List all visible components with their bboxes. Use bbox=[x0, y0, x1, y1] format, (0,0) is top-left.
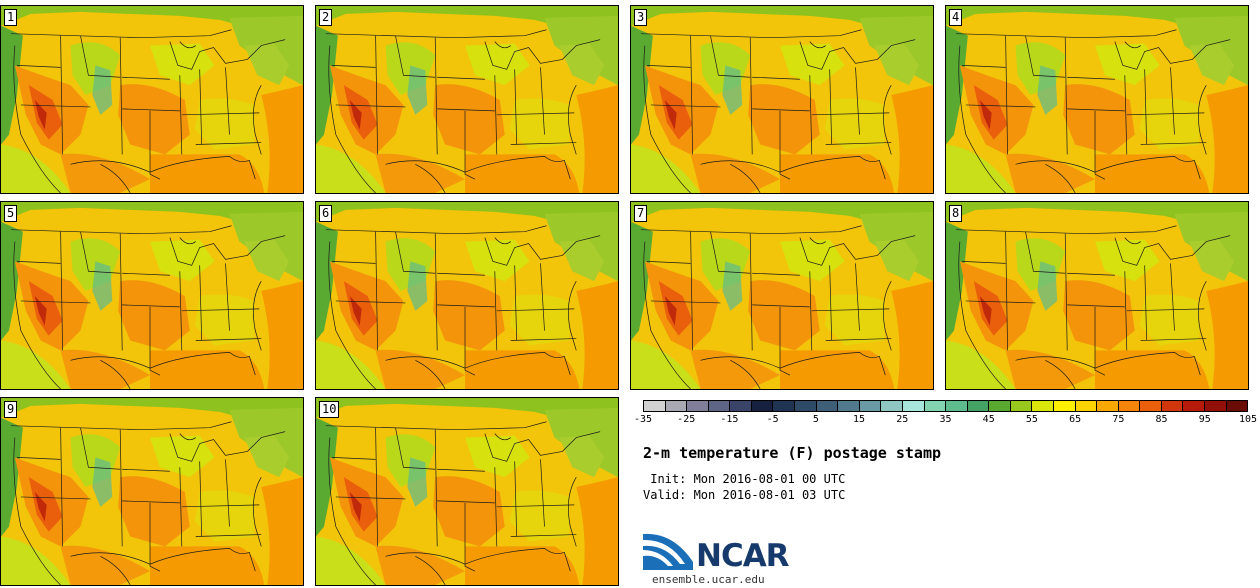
postage-stamp-panel[interactable]: 6 bbox=[315, 201, 619, 390]
colorbar-swatch bbox=[687, 401, 709, 411]
postage-stamp-panel[interactable]: 10 bbox=[315, 397, 619, 586]
colorbar-tick-label: -25 bbox=[677, 414, 696, 425]
colorbar-tick-label: 85 bbox=[1155, 414, 1168, 425]
temperature-map bbox=[631, 202, 933, 389]
chart-title: 2-m temperature (F) postage stamp bbox=[643, 444, 942, 462]
colorbar-swatch bbox=[1075, 401, 1098, 411]
temperature-colorbar bbox=[643, 400, 1248, 412]
colorbar-tick-label: 25 bbox=[896, 414, 909, 425]
valid-time: Valid: Mon 2016-08-01 03 UTC bbox=[643, 488, 846, 502]
colorbar-tick-labels: -35-25-15-55152535455565758595105115 bbox=[634, 414, 1257, 428]
postage-stamp-panel[interactable]: 3 bbox=[630, 5, 934, 194]
colorbar-tick-label: 75 bbox=[1112, 414, 1125, 425]
colorbar-swatch bbox=[902, 401, 925, 411]
colorbar-swatch bbox=[1118, 401, 1141, 411]
colorbar-swatch bbox=[665, 401, 688, 411]
colorbar-tick-label: 105 bbox=[1238, 414, 1258, 425]
colorbar-swatch bbox=[1097, 401, 1119, 411]
temperature-map bbox=[946, 6, 1248, 193]
temperature-map bbox=[316, 6, 618, 193]
colorbar-swatch bbox=[1183, 401, 1206, 411]
colorbar-swatch bbox=[644, 401, 666, 411]
colorbar-tick-label: 65 bbox=[1069, 414, 1082, 425]
colorbar-tick-label: -5 bbox=[766, 414, 779, 425]
temperature-map bbox=[946, 202, 1248, 389]
colorbar-tick-label: 35 bbox=[939, 414, 952, 425]
postage-stamp-panel[interactable]: 7 bbox=[630, 201, 934, 390]
temperature-map bbox=[316, 202, 618, 389]
member-number: 5 bbox=[4, 205, 18, 222]
colorbar-swatch bbox=[773, 401, 796, 411]
member-number: 4 bbox=[949, 9, 963, 26]
colorbar-tick-label: 45 bbox=[982, 414, 995, 425]
colorbar-swatch bbox=[838, 401, 860, 411]
temperature-map bbox=[631, 6, 933, 193]
member-number: 2 bbox=[319, 9, 333, 26]
colorbar-swatch bbox=[1226, 401, 1248, 411]
init-time: Init: Mon 2016-08-01 00 UTC bbox=[643, 472, 846, 486]
colorbar-swatch bbox=[816, 401, 839, 411]
colorbar-tick-label: -15 bbox=[720, 414, 739, 425]
member-number: 9 bbox=[4, 401, 18, 418]
colorbar-tick-label: 95 bbox=[1198, 414, 1211, 425]
colorbar-tick-label: -35 bbox=[633, 414, 653, 425]
colorbar-swatch bbox=[946, 401, 968, 411]
colorbar-swatch bbox=[924, 401, 947, 411]
postage-stamp-panel[interactable]: 4 bbox=[945, 5, 1249, 194]
temperature-map bbox=[1, 202, 303, 389]
temperature-map bbox=[1, 6, 303, 193]
colorbar-swatch bbox=[1205, 401, 1227, 411]
ncar-logo-icon bbox=[643, 533, 693, 570]
member-number: 1 bbox=[4, 9, 18, 26]
site-url[interactable]: ensemble.ucar.edu bbox=[652, 573, 765, 586]
colorbar-swatch bbox=[989, 401, 1011, 411]
colorbar-swatch bbox=[1053, 401, 1076, 411]
colorbar-swatch bbox=[708, 401, 731, 411]
colorbar-swatch bbox=[1032, 401, 1054, 411]
colorbar-swatch bbox=[1140, 401, 1162, 411]
temperature-map bbox=[316, 398, 618, 585]
colorbar-tick-label: 55 bbox=[1025, 414, 1038, 425]
temperature-map bbox=[1, 398, 303, 585]
postage-stamp-panel[interactable]: 5 bbox=[0, 201, 304, 390]
colorbar-swatch bbox=[881, 401, 903, 411]
colorbar-swatch bbox=[795, 401, 817, 411]
postage-stamp-panel[interactable]: 9 bbox=[0, 397, 304, 586]
member-number: 10 bbox=[319, 401, 340, 418]
colorbar-swatch bbox=[1010, 401, 1033, 411]
member-number: 8 bbox=[949, 205, 963, 222]
colorbar-swatch bbox=[751, 401, 774, 411]
member-number: 7 bbox=[634, 205, 648, 222]
colorbar-swatch bbox=[730, 401, 752, 411]
colorbar-tick-label: 5 bbox=[812, 414, 819, 425]
colorbar-swatch bbox=[1161, 401, 1184, 411]
member-number: 6 bbox=[319, 205, 333, 222]
colorbar-swatch bbox=[859, 401, 882, 411]
postage-stamp-panel[interactable]: 2 bbox=[315, 5, 619, 194]
postage-stamp-panel[interactable]: 1 bbox=[0, 5, 304, 194]
ncar-logo-text: NCAR bbox=[696, 538, 790, 574]
colorbar-tick-label: 15 bbox=[853, 414, 866, 425]
colorbar-swatch bbox=[967, 401, 990, 411]
member-number: 3 bbox=[634, 9, 648, 26]
postage-stamp-panel[interactable]: 8 bbox=[945, 201, 1249, 390]
